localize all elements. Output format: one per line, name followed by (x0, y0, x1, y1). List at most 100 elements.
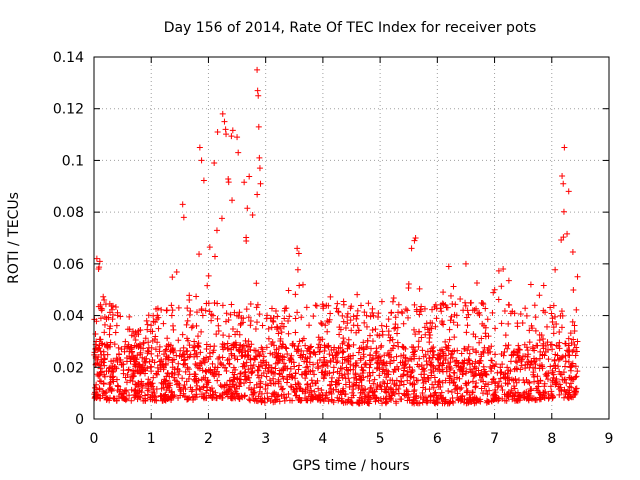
data-point (439, 368, 446, 375)
data-point (408, 344, 415, 351)
data-point (560, 369, 567, 376)
data-point (552, 351, 559, 358)
x-tick-label: 0 (90, 431, 99, 447)
data-point (468, 369, 475, 376)
data-point (327, 310, 334, 317)
data-point (439, 379, 446, 386)
data-point (574, 368, 581, 375)
data-point (405, 284, 412, 291)
data-point (175, 337, 182, 344)
data-point (469, 360, 476, 367)
data-point (398, 378, 405, 385)
data-point (411, 348, 418, 355)
data-point (212, 364, 219, 371)
data-point (498, 283, 505, 290)
x-tick-label: 5 (376, 431, 385, 447)
data-point (208, 311, 215, 318)
axis-ticks (93, 56, 610, 420)
data-point (346, 383, 353, 390)
data-point (336, 331, 343, 338)
data-point (180, 384, 187, 391)
data-point (295, 250, 302, 257)
data-point (361, 309, 368, 316)
data-point (356, 382, 363, 389)
data-point (147, 394, 154, 401)
data-point (507, 368, 514, 375)
data-point (572, 389, 579, 396)
data-point (480, 378, 487, 385)
data-point (211, 300, 218, 307)
data-point (394, 330, 401, 337)
data-point (299, 337, 306, 344)
data-point (184, 317, 191, 324)
data-point (203, 368, 210, 375)
data-point (320, 375, 327, 382)
data-point (114, 356, 121, 363)
data-point (294, 245, 301, 252)
data-point (424, 374, 431, 381)
data-point (113, 397, 120, 404)
data-point (152, 319, 159, 326)
data-point (446, 363, 453, 370)
data-point (143, 317, 150, 324)
data-point (411, 237, 418, 244)
data-point (160, 351, 167, 358)
data-point (536, 355, 543, 362)
data-point (515, 342, 522, 349)
data-point (236, 383, 243, 390)
data-point (422, 378, 429, 385)
data-point (254, 367, 261, 374)
data-point (400, 371, 407, 378)
data-point (531, 355, 538, 362)
x-tick-label: 2 (204, 431, 213, 447)
data-point (352, 381, 359, 388)
data-point (184, 396, 191, 403)
data-point (395, 390, 402, 397)
data-point (448, 389, 455, 396)
data-point (470, 331, 477, 338)
data-point (208, 317, 215, 324)
data-point (401, 362, 408, 369)
data-point (234, 356, 241, 363)
data-point (488, 343, 495, 350)
data-point (442, 338, 449, 345)
data-point (536, 337, 543, 344)
data-point (321, 348, 328, 355)
data-point (455, 397, 462, 404)
data-point (140, 340, 147, 347)
data-point (193, 293, 200, 300)
data-point (121, 348, 128, 355)
data-point (263, 315, 270, 322)
data-point (266, 377, 273, 384)
data-point (223, 381, 230, 388)
y-tick-label: 0.08 (53, 205, 84, 221)
data-point (107, 386, 114, 393)
data-point (360, 367, 367, 374)
data-point (532, 314, 539, 321)
data-point (373, 345, 380, 352)
data-point (450, 319, 457, 326)
data-point (565, 387, 572, 394)
data-point (92, 331, 99, 338)
data-point (527, 392, 534, 399)
data-point (501, 307, 508, 314)
data-point (330, 355, 337, 362)
data-point (516, 355, 523, 362)
data-point (137, 351, 144, 358)
data-point (259, 348, 266, 355)
data-point (494, 369, 501, 376)
data-point (464, 347, 471, 354)
data-point (505, 320, 512, 327)
data-point (278, 329, 285, 336)
data-point (247, 346, 254, 353)
data-point (127, 358, 134, 365)
data-point (328, 396, 335, 403)
data-point (316, 349, 323, 356)
data-point (570, 286, 577, 293)
data-point (223, 368, 230, 375)
data-point (130, 373, 137, 380)
data-point (160, 320, 167, 327)
data-point (229, 197, 236, 204)
data-point (120, 390, 127, 397)
data-point (407, 355, 414, 362)
